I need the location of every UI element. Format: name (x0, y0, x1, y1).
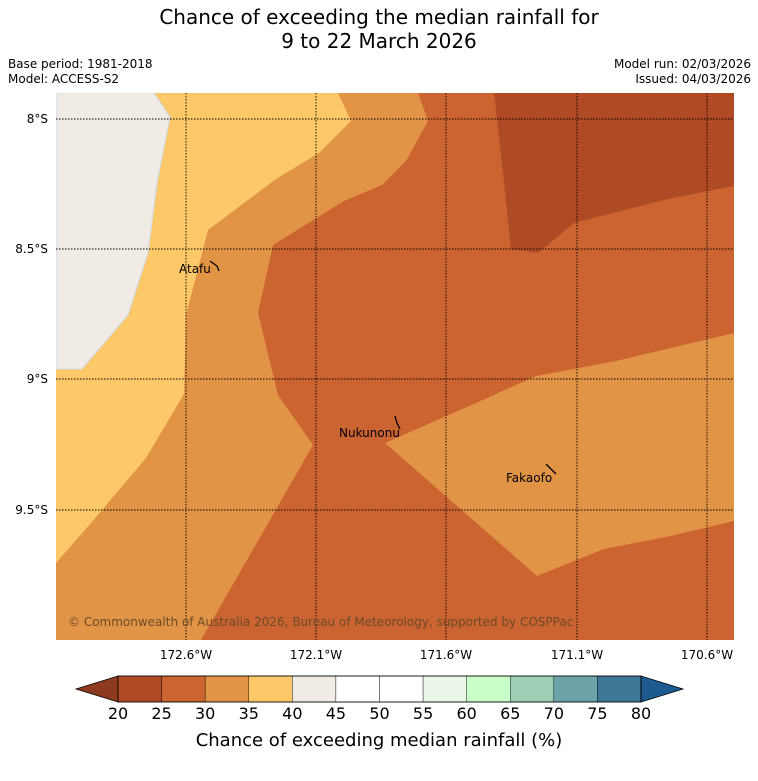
colorbar (74, 674, 686, 704)
nukunonu-atoll (394, 415, 401, 430)
colorbar-cell (248, 675, 293, 703)
region-30-35-east (385, 333, 734, 576)
lon-label-172-1w: 172.1°W (289, 648, 343, 662)
colorbar-cell (292, 675, 337, 703)
colorbar-tick-label: 60 (456, 704, 477, 723)
colorbar-cell (510, 675, 555, 703)
meta-right: Model run: 02/03/2026 Issued: 04/03/2026 (614, 57, 751, 87)
atafu-atoll (209, 260, 220, 272)
title-line-1: Chance of exceeding the median rainfall … (159, 5, 599, 29)
place-label-fakaofo: Fakaofo (506, 471, 552, 485)
colorbar-cell (161, 675, 206, 703)
lat-label-9-5s: 9.5°S (15, 503, 48, 517)
lon-label-171-1w: 171.1°W (550, 648, 604, 662)
issued-date: Issued: 04/03/2026 (635, 72, 751, 86)
colorbar-cell (335, 675, 380, 703)
chart-title: Chance of exceeding the median rainfall … (0, 5, 758, 53)
colorbar-cell (553, 675, 598, 703)
colorbar-tick-label: 35 (238, 704, 259, 723)
colorbar-cell (422, 675, 467, 703)
colorbar-cells (117, 675, 642, 703)
model-name: Model: ACCESS-S2 (8, 72, 120, 86)
fakaofo-atoll (545, 463, 557, 475)
lon-label-172-6w: 172.6°W (159, 648, 213, 662)
colorbar-cell (204, 675, 249, 703)
colorbar-cell (597, 675, 642, 703)
colorbar-cell (379, 675, 424, 703)
forecast-map: Atafu Nukunonu Fakaofo © Commonwealth of… (56, 93, 734, 640)
title-line-2: 9 to 22 March 2026 (281, 29, 477, 53)
colorbar-tick-label: 70 (543, 704, 564, 723)
colorbar-tick-label: 65 (500, 704, 521, 723)
colorbar-under-arrow (74, 675, 119, 703)
colorbar-tick-label: 50 (369, 704, 390, 723)
meta-left: Base period: 1981-2018 Model: ACCESS-S2 (8, 57, 153, 87)
lat-label-8s: 8°S (26, 112, 48, 126)
colorbar-tick-label: 20 (107, 704, 129, 723)
lat-label-9s: 9°S (26, 372, 48, 386)
base-period: Base period: 1981-2018 (8, 57, 153, 71)
colorbar-tick-label: 75 (587, 704, 608, 723)
region-20-25 (494, 93, 734, 253)
colorbar-tick-label: 30 (194, 704, 216, 723)
copyright-notice: © Commonwealth of Australia 2026, Bureau… (68, 615, 573, 629)
gridlines (56, 93, 734, 640)
region-40-45 (56, 93, 171, 370)
lat-label-8-5s: 8.5°S (15, 242, 48, 256)
colorbar-tick-label: 40 (282, 704, 303, 723)
colorbar-title: Chance of exceeding median rainfall (%) (195, 730, 563, 751)
colorbar-tick-label: 55 (412, 704, 434, 723)
place-label-nukunonu: Nukunonu (339, 426, 400, 440)
colorbar-outline (117, 675, 642, 703)
colorbar-tick-label: 45 (325, 704, 347, 723)
map-canvas: Atafu Nukunonu Fakaofo © Commonwealth of… (56, 93, 734, 640)
colorbar-over-arrow (640, 675, 685, 703)
colorbar-cell (466, 675, 511, 703)
colorbar-tick-label: 25 (151, 704, 172, 723)
colorbar-cell (117, 675, 162, 703)
colorbar-canvas (74, 675, 685, 703)
colorbar-tick-label: 80 (630, 704, 652, 723)
model-run: Model run: 02/03/2026 (613, 57, 751, 71)
lon-label-171-6w: 171.6°W (419, 648, 473, 662)
place-label-atafu: Atafu (179, 262, 211, 276)
lon-label-170-6w: 170.6°W (680, 648, 734, 662)
